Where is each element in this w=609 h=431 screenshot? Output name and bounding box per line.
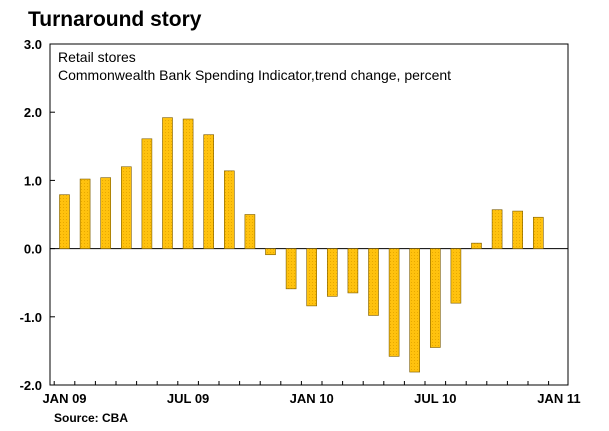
- bar: [491, 209, 503, 249]
- bar: [265, 248, 276, 256]
- bar: [285, 248, 297, 290]
- bar: [182, 118, 194, 249]
- bar: [59, 194, 70, 249]
- bar: [141, 138, 153, 249]
- bar: [368, 248, 379, 316]
- x-tick-label: JAN 09: [42, 391, 86, 406]
- y-tick-label: -2.0: [20, 378, 42, 393]
- chart-subtitle-line-2: Commonwealth Bank Spending Indicator,tre…: [58, 67, 451, 83]
- bar: [326, 248, 338, 297]
- y-tick-label: 0.0: [24, 242, 42, 257]
- bar: [306, 248, 318, 307]
- bar: [224, 170, 235, 249]
- y-tick-label: -1.0: [20, 310, 42, 325]
- bar: [409, 248, 421, 373]
- plot-area-border: [49, 43, 569, 386]
- bar: [532, 216, 544, 249]
- bar: [471, 242, 482, 249]
- bar: [388, 248, 400, 357]
- y-axis: 3.0 2.0 1.0 0.0 -1.0 -2.0: [20, 37, 568, 393]
- bar: [450, 248, 462, 304]
- x-tick-label: JAN 11: [537, 391, 580, 406]
- y-tick-label: 1.0: [24, 173, 42, 188]
- bar: [244, 214, 256, 249]
- bar: [162, 117, 173, 249]
- chart-subtitle-line-1: Retail stores: [58, 49, 136, 65]
- y-tick-label: 3.0: [24, 37, 42, 52]
- bar: [121, 166, 132, 249]
- x-axis: JAN 09 JUL 09 JAN 10 JUL 10 JAN 11: [42, 381, 581, 406]
- bars: [59, 117, 544, 373]
- source-note: Source: CBA: [54, 411, 129, 425]
- bar: [347, 248, 359, 294]
- bar: [203, 134, 214, 249]
- bar: [100, 177, 111, 249]
- bar: [512, 210, 524, 249]
- y-tick-label: 2.0: [24, 105, 42, 120]
- x-tick-label: JUL 09: [167, 391, 209, 406]
- bar: [429, 248, 441, 348]
- chart-title: Turnaround story: [28, 8, 202, 31]
- x-tick-label: JAN 10: [290, 391, 334, 406]
- bar: [79, 178, 91, 249]
- x-tick-label: JUL 10: [414, 391, 456, 406]
